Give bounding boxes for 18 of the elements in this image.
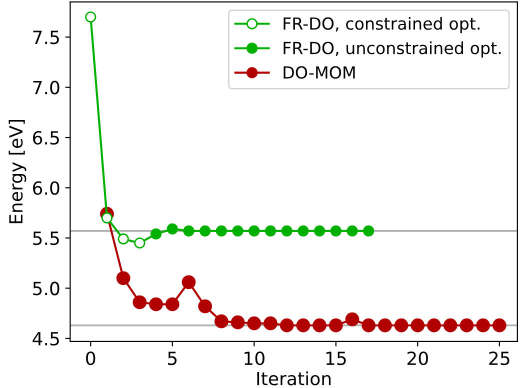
y-tick-label: 5.0 (33, 282, 60, 296)
y-tick-label: 6.5 (33, 131, 59, 145)
y-tick-label: 4.5 (32, 332, 59, 346)
y-tick-label: 6.0 (33, 181, 60, 195)
y-tick-label: 5.5 (33, 232, 59, 246)
x-tick-label: 20 (407, 351, 428, 366)
x-tick-label: 0 (86, 351, 96, 366)
x-tick-label: 10 (244, 351, 264, 366)
y-tick-label: 7.5 (33, 30, 59, 44)
legend-label: DO-MOM (284, 66, 355, 79)
x-tick-label: 15 (326, 352, 346, 366)
x-tick-label: 25 (489, 351, 510, 366)
x-axis-title: Iteration (257, 371, 331, 386)
y-tick-label: 7.0 (33, 80, 60, 94)
y-axis-title: Energy [eV] (8, 120, 26, 224)
x-tick-label: 5 (168, 352, 177, 366)
legend-label: FR-DO, unconstrained opt. (284, 41, 501, 58)
legend-label: FR-DO, constrained opt. (284, 16, 480, 34)
